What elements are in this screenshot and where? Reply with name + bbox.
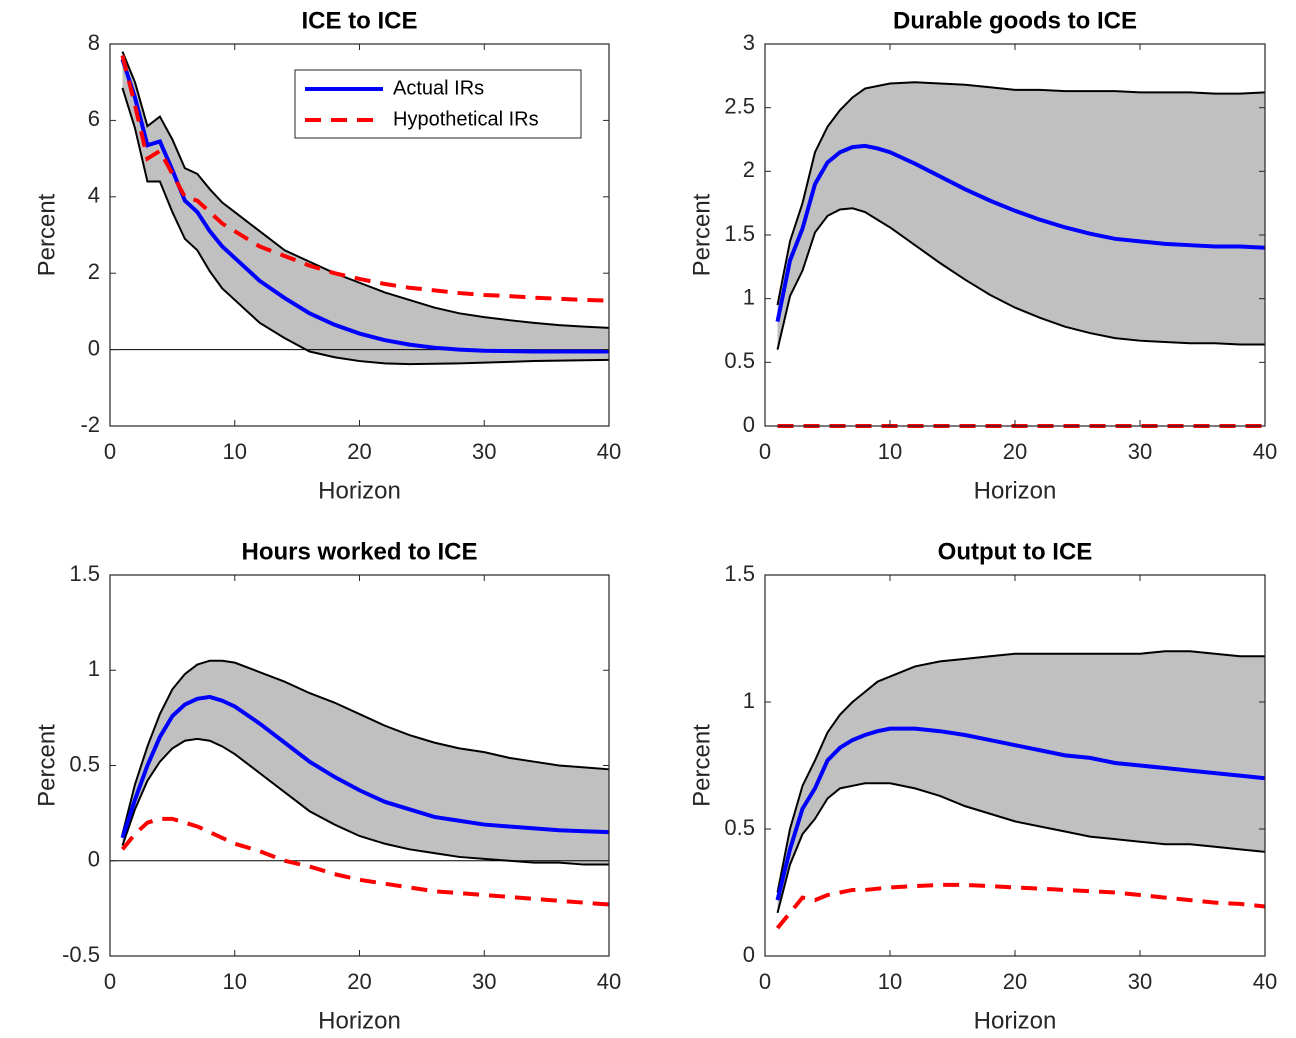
y-tick-label: 0: [743, 942, 755, 967]
x-tick-label: 20: [1003, 439, 1027, 464]
legend-box: [294, 69, 582, 139]
y-tick-label: 6: [88, 106, 100, 131]
y-tick-label: 0.5: [69, 751, 100, 776]
legend-label: Hypothetical IRs: [393, 108, 539, 130]
y-axis-label: Percent: [688, 724, 715, 807]
y-axis-label: Percent: [33, 193, 60, 276]
series-line: [120, 694, 610, 839]
band-edge: [776, 81, 1266, 306]
x-axis-label: Horizon: [318, 477, 401, 504]
y-tick-label: 0: [88, 847, 100, 872]
y-tick-label: 4: [88, 183, 100, 208]
x-tick-label: 0: [759, 969, 771, 994]
y-tick-label: -0.5: [62, 942, 100, 967]
band-edge: [121, 51, 610, 329]
y-tick-label: 8: [88, 30, 100, 55]
y-tick-label: 1: [743, 688, 755, 713]
x-tick-label: 40: [1253, 969, 1277, 994]
x-tick-label: 30: [472, 969, 496, 994]
y-tick-label: 2: [743, 157, 755, 182]
series-line: [120, 816, 610, 907]
chart-title: Output to ICE: [938, 538, 1093, 565]
x-tick-label: 0: [104, 969, 116, 994]
subplot: 0 10 20 30 40 0 0.5 1 1.5 2 2.5 3 Durable goods to I…: [688, 7, 1277, 504]
band-edge: [776, 207, 1265, 350]
band-edge: [776, 650, 1265, 893]
x-axis-label: Horizon: [318, 1007, 401, 1034]
band-edge: [121, 87, 610, 366]
y-tick-label: 0.5: [724, 348, 755, 373]
x-axis-label: Horizon: [974, 477, 1057, 504]
chart-title: Hours worked to ICE: [241, 538, 477, 565]
series-line: [775, 143, 1266, 322]
y-tick-label: 1: [88, 656, 100, 681]
x-tick-label: 10: [878, 969, 902, 994]
band-edge: [776, 782, 1266, 914]
x-tick-label: 30: [1128, 439, 1152, 464]
x-tick-label: 20: [1003, 969, 1027, 994]
x-tick-label: 10: [878, 439, 902, 464]
x-tick-label: 30: [1128, 969, 1152, 994]
band-area: [777, 651, 1265, 913]
legend-label: Actual IRs: [393, 77, 484, 99]
x-tick-label: 20: [347, 439, 371, 464]
y-tick-label: 0: [88, 335, 100, 360]
x-tick-label: 0: [104, 439, 116, 464]
x-tick-label: 40: [1253, 439, 1277, 464]
y-tick-label: 1: [743, 284, 755, 309]
y-axis-label: Percent: [688, 193, 715, 276]
y-tick-label: 3: [743, 30, 755, 55]
x-tick-label: 20: [347, 969, 371, 994]
x-axis-label: Horizon: [974, 1007, 1057, 1034]
x-tick-label: 40: [597, 969, 621, 994]
y-tick-label: 2.5: [724, 93, 755, 118]
y-tick-label: 1.5: [724, 221, 755, 246]
x-tick-label: 10: [223, 969, 247, 994]
x-tick-label: 40: [597, 439, 621, 464]
band-area: [777, 82, 1265, 350]
band-edge: [121, 659, 610, 835]
y-tick-label: 2: [88, 259, 100, 284]
x-tick-label: 30: [472, 439, 496, 464]
series-line: [775, 726, 1266, 901]
y-tick-label: 0.5: [724, 815, 755, 840]
y-tick-label: 1.5: [724, 561, 755, 586]
series-line: [120, 54, 610, 303]
y-tick-label: -2: [80, 412, 100, 437]
chart-title: ICE to ICE: [301, 7, 417, 34]
x-tick-label: 10: [223, 439, 247, 464]
series-line: [775, 882, 1266, 930]
subplot: 0 10 20 30 40 0 0.5 1 1.5 Output to ICE Horizon Per…: [688, 538, 1277, 1034]
y-axis-label: Percent: [33, 724, 60, 807]
band-area: [122, 51, 609, 365]
x-tick-label: 0: [759, 439, 771, 464]
y-tick-label: 0: [743, 412, 755, 437]
chart-title: Durable goods to ICE: [893, 7, 1137, 34]
y-tick-label: 1.5: [69, 561, 100, 586]
